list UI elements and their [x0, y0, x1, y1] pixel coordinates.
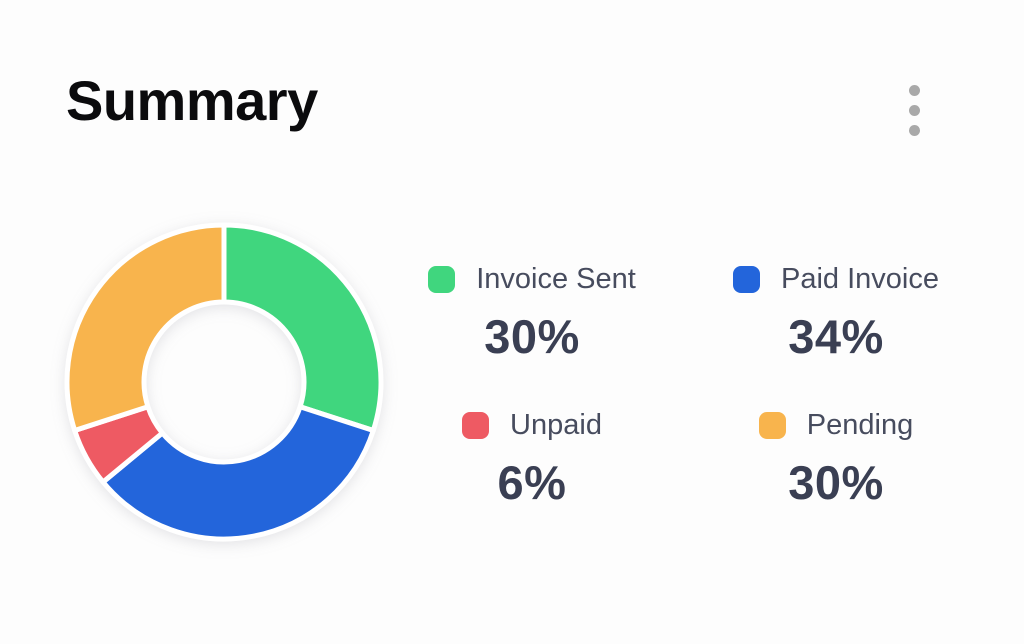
legend-value: 30% — [788, 456, 884, 509]
donut-segment-invoice-sent — [221, 222, 384, 434]
donut-segment-pending — [64, 222, 227, 434]
legend-label: Pending — [806, 409, 914, 441]
legend-item-invoice-sent: Invoice Sent 30% — [408, 262, 656, 366]
legend-value: 34% — [788, 310, 884, 363]
donut-segment-paid-invoice — [100, 404, 376, 542]
legend-head: Paid Invoice — [733, 262, 939, 296]
legend-item-pending: Pending 30% — [712, 408, 960, 512]
legend-value: 6% — [497, 456, 567, 509]
legend-label: Paid Invoice — [781, 263, 939, 295]
legend-item-unpaid: Unpaid 6% — [408, 408, 656, 512]
kebab-dot-icon — [908, 104, 920, 116]
chart-legend: Invoice Sent 30% Paid Invoice 34% Unpaid… — [408, 262, 960, 512]
legend-head: Pending — [758, 408, 914, 442]
legend-head: Unpaid — [462, 408, 602, 442]
pending-swatch-icon — [758, 411, 786, 439]
legend-label: Unpaid — [510, 409, 602, 441]
donut-chart — [64, 222, 384, 542]
legend-label: Invoice Sent — [476, 263, 636, 295]
kebab-dot-icon — [908, 124, 920, 136]
unpaid-swatch-icon — [462, 411, 490, 439]
legend-head: Invoice Sent — [428, 262, 636, 296]
invoice-sent-swatch-icon — [428, 265, 456, 293]
legend-item-paid-invoice: Paid Invoice 34% — [712, 262, 960, 366]
paid-invoice-swatch-icon — [733, 265, 760, 293]
kebab-dot-icon — [908, 84, 920, 96]
legend-value: 30% — [484, 310, 580, 363]
page-title: Summary — [66, 69, 318, 132]
kebab-menu-button[interactable] — [897, 78, 931, 142]
